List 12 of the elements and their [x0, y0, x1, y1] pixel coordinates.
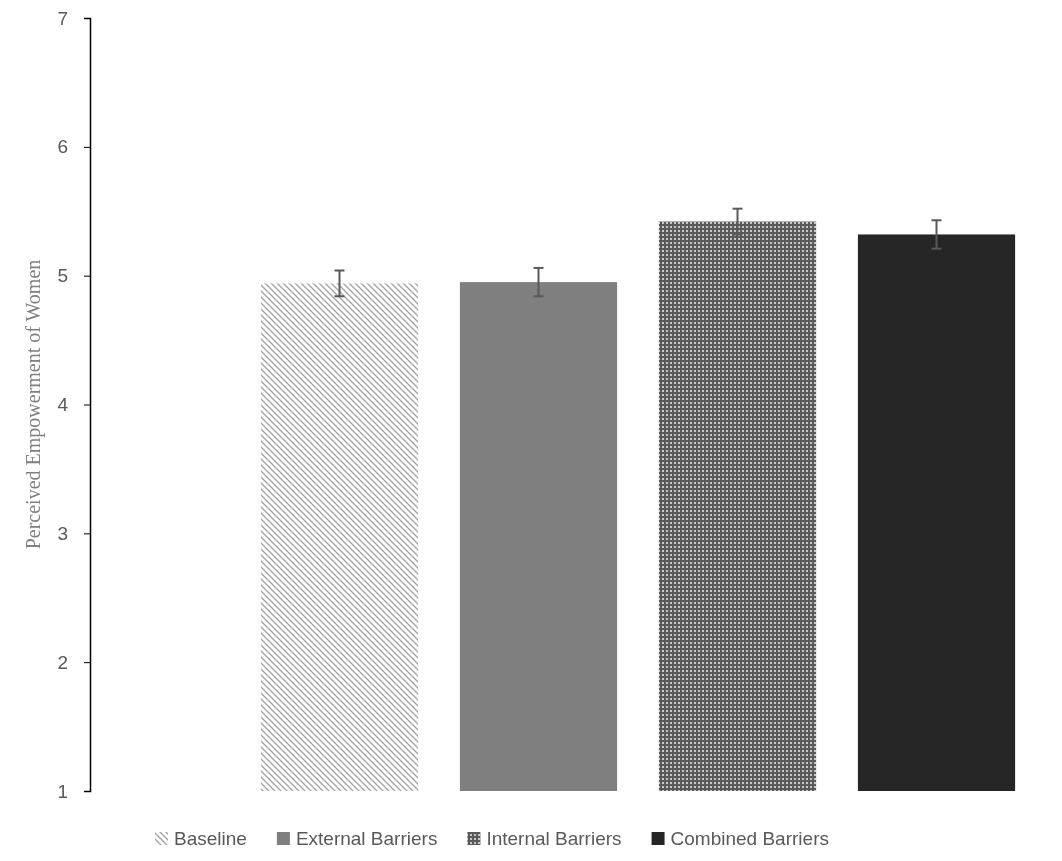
legend-label: External Barriers	[295, 828, 438, 849]
y-tick-label: 5	[57, 265, 68, 287]
y-tick-label: 2	[57, 651, 68, 673]
y-axis-title: Perceived Empowerment of Women	[22, 259, 45, 550]
y-tick-label: 4	[57, 394, 69, 416]
y-tick-label: 7	[57, 7, 68, 29]
legend-label: Combined Barriers	[670, 828, 829, 849]
legend-label: Baseline	[174, 828, 247, 849]
y-tick-label: 3	[57, 522, 68, 544]
y-tick-label: 6	[57, 136, 68, 158]
y-tick-label: 1	[57, 780, 68, 802]
legend-label: Internal Barriers	[486, 828, 622, 849]
